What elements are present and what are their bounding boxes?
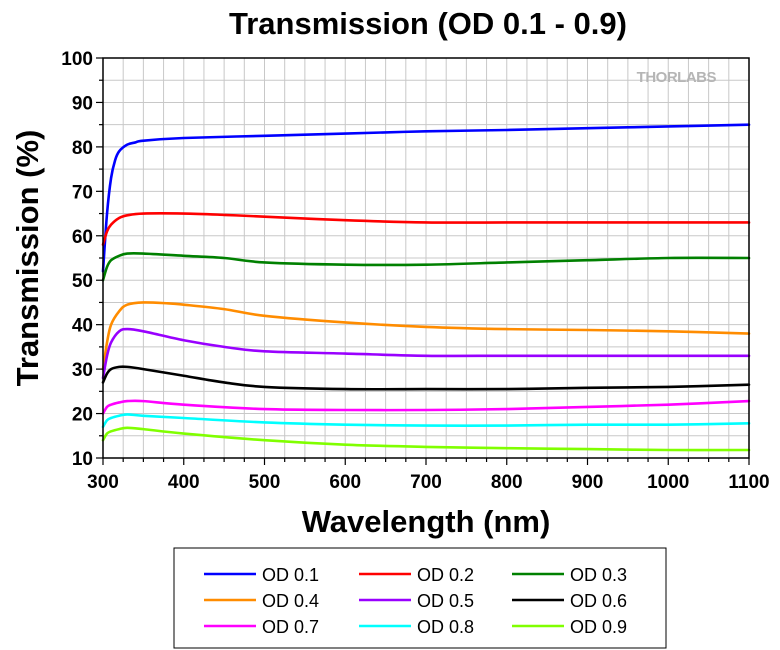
legend-label: OD 0.4 [262,591,319,611]
series-line-od-6 [101,365,751,391]
x-axis: 300 400 500 600 700 800 900 1000 1100 [87,458,770,493]
y-tick-label: 60 [72,227,93,248]
y-tick-label: 20 [72,405,93,426]
chart-title: Transmission (OD 0.1 - 0.9) [229,6,627,41]
series-line-od-9 [101,426,751,452]
legend-label: OD 0.9 [570,617,627,637]
x-tick-label: 700 [410,472,442,493]
series-group [101,123,751,452]
y-tick-label: 80 [72,138,93,159]
x-tick-label: 800 [491,472,523,493]
series-line-od-5 [101,327,751,380]
y-tick-label: 90 [72,93,93,114]
x-tick-label: 1000 [647,472,689,493]
thorlabs-watermark: THORLABS [637,69,717,86]
x-tick-label: 300 [87,472,119,493]
series-line-od-3 [101,251,751,282]
x-tick-label: 600 [329,472,361,493]
x-tick-label: 500 [249,472,281,493]
legend-label: OD 0.3 [570,565,627,585]
y-tick-label: 50 [72,271,93,292]
legend-label: OD 0.2 [417,565,474,585]
y-tick-label: 40 [72,316,93,337]
legend-label: OD 0.1 [262,565,319,585]
series-line-od-2 [101,212,751,246]
legend: OD 0.1 OD 0.2 OD 0.3 OD 0.4 OD 0.5 OD 0.6 OD 0… [204,565,627,637]
legend-label: OD 0.5 [417,591,474,611]
y-axis-label: Transmission (%) [10,130,45,387]
legend-box [173,547,667,649]
y-tick-label: 100 [61,49,93,70]
legend-label: OD 0.6 [570,591,627,611]
grid [103,58,749,458]
series-line-od-4 [101,301,751,371]
x-tick-label: 900 [572,472,604,493]
y-tick-label: 30 [72,360,93,381]
series-line-od-8 [101,413,751,429]
series-line-od-7 [101,399,751,415]
y-tick-label: 70 [72,182,93,203]
y-tick-label: 10 [72,449,93,470]
legend-label: OD 0.8 [417,617,474,637]
x-axis-label: Wavelength (nm) [302,504,551,539]
y-axis: 10 20 30 40 50 60 70 80 90 100 [61,49,103,470]
legend-label: OD 0.7 [262,617,319,637]
x-tick-label: 1100 [728,472,769,493]
x-tick-label: 400 [168,472,200,493]
series-line-od-1 [101,123,751,273]
